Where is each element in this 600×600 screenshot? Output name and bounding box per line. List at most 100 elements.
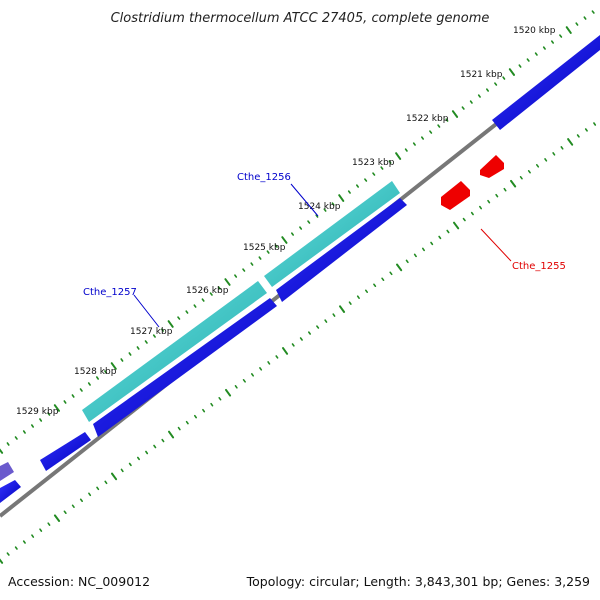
outer-tick bbox=[364, 178, 368, 182]
genome-stats-text: Topology: circular; Length: 3,843,301 bp… bbox=[246, 574, 590, 589]
tick-label: 1529 kbp bbox=[16, 407, 59, 417]
inner-tick bbox=[373, 283, 377, 288]
outer-tick bbox=[565, 26, 572, 34]
inner-tick bbox=[348, 301, 352, 305]
outer-tick-marks bbox=[0, 10, 595, 454]
outer-tick bbox=[144, 340, 148, 344]
inner-tick bbox=[275, 355, 279, 359]
outer-tick bbox=[315, 214, 319, 218]
outer-tick bbox=[331, 202, 335, 206]
inner-tick bbox=[202, 408, 206, 413]
outer-tick bbox=[412, 142, 416, 146]
tick-label: 1523 kbp bbox=[352, 158, 395, 168]
gene-feature-edge-purple[interactable] bbox=[0, 462, 14, 481]
outer-tick bbox=[583, 16, 587, 20]
inner-tick bbox=[96, 486, 100, 491]
forward-genes bbox=[0, 35, 600, 503]
outer-tick bbox=[185, 310, 189, 314]
outer-tick bbox=[477, 94, 481, 98]
outer-tick bbox=[274, 244, 278, 248]
outer-tick bbox=[355, 184, 360, 188]
inner-tick bbox=[111, 472, 118, 481]
outer-tick bbox=[518, 64, 522, 68]
gene-feature-red-small[interactable] bbox=[480, 155, 504, 178]
outer-tick bbox=[550, 40, 555, 44]
inner-tick bbox=[14, 546, 18, 550]
gene-feature-left[interactable] bbox=[40, 432, 91, 471]
inner-tick bbox=[478, 205, 483, 210]
inner-tick bbox=[88, 492, 92, 497]
outer-tick bbox=[494, 82, 498, 86]
gene-feature-cthe-1257[interactable] bbox=[93, 298, 277, 437]
outer-tick bbox=[323, 208, 327, 212]
inner-tick bbox=[503, 187, 507, 192]
inner-tick bbox=[389, 271, 393, 276]
outer-tick bbox=[30, 424, 35, 428]
outer-tick bbox=[167, 320, 174, 328]
outer-tick bbox=[110, 362, 117, 370]
outer-tick bbox=[217, 286, 221, 290]
highlight-cthe-1256[interactable] bbox=[264, 181, 400, 287]
outer-tick bbox=[338, 194, 345, 202]
outer-tick bbox=[290, 232, 295, 236]
inner-tick bbox=[470, 211, 474, 216]
inner-tick bbox=[421, 247, 426, 252]
inner-tick bbox=[356, 295, 360, 300]
gene-feature-top-right[interactable] bbox=[492, 35, 600, 130]
inner-tick bbox=[259, 367, 263, 371]
inner-tick bbox=[364, 289, 369, 294]
outer-tick bbox=[266, 250, 270, 254]
gene-label-cthe-1255[interactable]: Cthe_1255 bbox=[512, 261, 566, 272]
inner-tick bbox=[79, 498, 83, 503]
inner-tick bbox=[291, 343, 295, 347]
outer-tick bbox=[445, 118, 449, 122]
outer-tick bbox=[79, 388, 83, 392]
gene-label-cthe-1257[interactable]: Cthe_1257 bbox=[83, 287, 137, 298]
gene-feature-edge[interactable] bbox=[0, 480, 21, 503]
highlight-cthe-1257[interactable] bbox=[82, 281, 267, 422]
outer-tick bbox=[559, 34, 563, 38]
inner-tick bbox=[560, 146, 564, 150]
inner-tick bbox=[194, 414, 197, 419]
inner-tick bbox=[31, 534, 35, 538]
inner-tick bbox=[39, 528, 43, 532]
tick-label: 1527 kbp bbox=[130, 327, 173, 337]
inner-tick bbox=[161, 438, 165, 443]
outer-tick bbox=[485, 88, 490, 92]
outer-tick bbox=[451, 110, 459, 118]
outer-tick bbox=[71, 394, 75, 398]
inner-tick bbox=[446, 229, 450, 234]
inner-tick bbox=[510, 179, 517, 188]
outer-tick bbox=[388, 160, 392, 164]
outer-tick bbox=[120, 358, 124, 362]
outer-tick bbox=[96, 376, 99, 380]
outer-tick bbox=[469, 100, 473, 104]
inner-tick bbox=[430, 241, 434, 246]
inner-tick bbox=[71, 504, 75, 509]
outer-tick bbox=[281, 236, 288, 244]
outer-tick bbox=[47, 412, 51, 416]
gene-feature-cthe-1255[interactable] bbox=[441, 181, 470, 210]
outer-tick bbox=[177, 316, 181, 320]
gene-label-cthe-1256[interactable]: Cthe_1256 bbox=[237, 172, 291, 183]
inner-tick bbox=[576, 134, 580, 138]
outer-tick bbox=[526, 58, 530, 62]
gene-feature-cthe-1256[interactable] bbox=[276, 198, 407, 302]
outer-tick bbox=[250, 262, 254, 266]
outer-tick bbox=[404, 148, 408, 152]
inner-tick bbox=[0, 558, 4, 564]
reverse-genes bbox=[441, 155, 504, 210]
inner-tick bbox=[6, 552, 10, 556]
inner-tick bbox=[234, 384, 238, 389]
inner-tick bbox=[332, 313, 336, 317]
inner-tick bbox=[53, 514, 61, 522]
outer-tick bbox=[87, 382, 91, 386]
inner-tick bbox=[462, 217, 466, 222]
tick-label: 1521 kbp bbox=[460, 70, 503, 80]
inner-tick bbox=[405, 259, 409, 264]
outer-tick bbox=[437, 124, 441, 128]
outer-tick bbox=[299, 226, 303, 230]
inner-tick bbox=[153, 444, 157, 449]
tick-labels: 1520 kbp 1521 kbp 1522 kbp 1523 kbp 1524… bbox=[16, 26, 556, 417]
